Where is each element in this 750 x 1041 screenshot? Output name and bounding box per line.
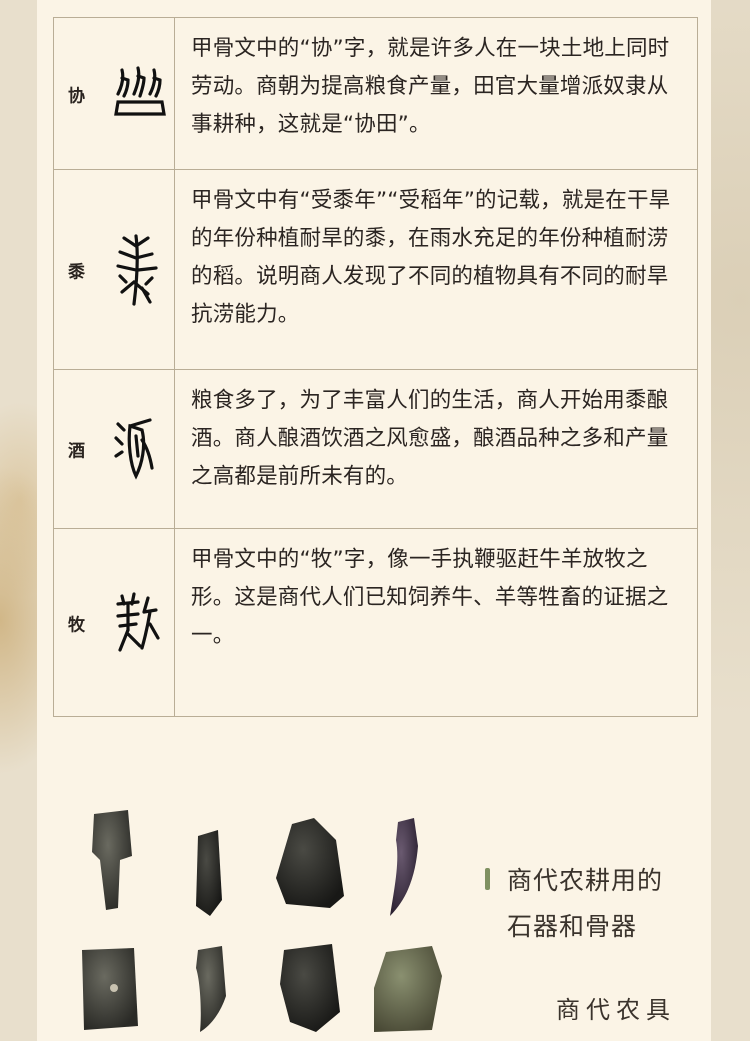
stone-tool <box>276 818 344 908</box>
table-row: 协 甲骨文中的“协”字，就是许多人在一块土地上同时劳动。商朝为提高粮食产量，田官… <box>53 17 698 170</box>
oracle-bone-character-table: 协 甲骨文中的“协”字，就是许多人在一块土地上同时劳动。商朝为提高粮食产量，田官… <box>53 17 698 717</box>
shang-farming-tools-photo <box>82 810 442 1032</box>
glyph-label: 酒 <box>68 441 85 462</box>
glyph-label: 协 <box>68 86 85 106</box>
bone-tool <box>196 946 226 1032</box>
description-cell: 粮食多了，为了丰富人们的生活，商人开始用黍酿酒。商人酿酒饮酒之风愈盛，酿酒品种之… <box>174 369 698 529</box>
oracle-mu-icon <box>116 591 160 652</box>
caption-accent-bar <box>485 868 490 890</box>
stone-tool <box>280 944 340 1032</box>
glyph-cell: 协 <box>53 17 175 170</box>
glyph-cell: 牧 <box>53 528 175 717</box>
caption-line-2: 石器和骨器 <box>507 912 638 941</box>
glyph-cell: 黍 <box>53 169 175 370</box>
description-text: 甲骨文中有“受黍年”“受稻年”的记载，就是在干旱的年份种植耐旱的黍，在雨水充足的… <box>191 188 671 327</box>
description-cell: 甲骨文中的“协”字，就是许多人在一块土地上同时劳动。商朝为提高粮食产量，田官大量… <box>174 17 698 170</box>
description-cell: 甲骨文中有“受黍年”“受稻年”的记载，就是在干旱的年份种植耐旱的黍，在雨水充足的… <box>174 169 698 370</box>
bone-tool <box>390 818 418 916</box>
glyph-cell: 酒 <box>53 369 175 529</box>
glyph-label: 牧 <box>68 615 85 635</box>
table-row: 牧 甲骨文中的“牧”字，像一手执鞭驱赶牛羊放牧之形。这是商代人们已知饲养牛、羊等… <box>53 528 698 717</box>
stone-tool <box>374 946 442 1032</box>
stone-tool <box>92 810 132 910</box>
description-text: 甲骨文中的“牧”字，像一手执鞭驱赶牛羊放牧之形。这是商代人们已知饲养牛、羊等牲畜… <box>191 547 669 648</box>
artifact-caption: 商代农耕用的 石器和骨器 <box>485 858 663 950</box>
stone-tool <box>82 948 138 1030</box>
photo-subcaption: 商代农具 <box>556 996 676 1024</box>
oracle-xie-icon <box>114 65 166 116</box>
oracle-jiu-icon <box>114 418 154 480</box>
oracle-shu-icon <box>116 233 158 306</box>
caption-line-1: 商代农耕用的 <box>507 866 664 895</box>
stone-tool <box>196 830 222 916</box>
table-row: 黍 甲骨文中有“受黍年”“受稻年”的记载，就是在干旱的年份种植耐旱的黍，在雨水充… <box>53 169 698 370</box>
description-text: 粮食多了，为了丰富人们的生活，商人开始用黍酿酒。商人酿酒饮酒之风愈盛，酿酒品种之… <box>191 388 669 489</box>
glyph-label: 黍 <box>68 262 85 282</box>
table-row: 酒 粮食多了，为了丰富人们的生活，商人开始用黍酿酒。商人酿酒饮酒之风愈盛，酿酒品… <box>53 369 698 529</box>
description-text: 甲骨文中的“协”字，就是许多人在一块土地上同时劳动。商朝为提高粮食产量，田官大量… <box>191 36 670 137</box>
description-cell: 甲骨文中的“牧”字，像一手执鞭驱赶牛羊放牧之形。这是商代人们已知饲养牛、羊等牲畜… <box>174 528 698 717</box>
